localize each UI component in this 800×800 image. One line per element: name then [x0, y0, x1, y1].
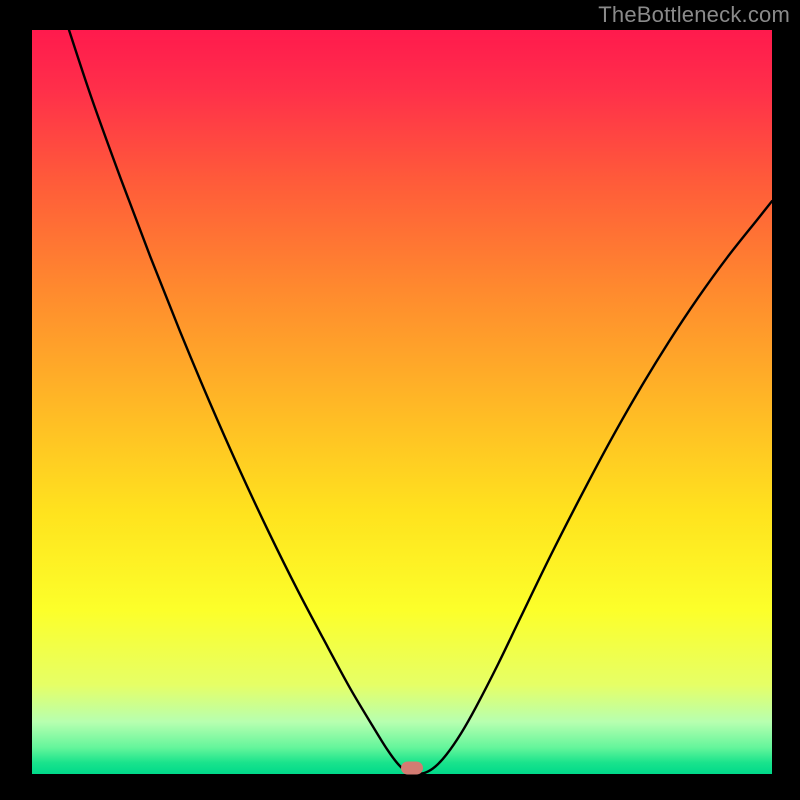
- watermark-text: TheBottleneck.com: [598, 2, 790, 28]
- optimum-marker: [401, 762, 423, 775]
- plot-area: [32, 30, 772, 774]
- chart-container: TheBottleneck.com: [0, 0, 800, 800]
- bottleneck-curve: [32, 30, 772, 774]
